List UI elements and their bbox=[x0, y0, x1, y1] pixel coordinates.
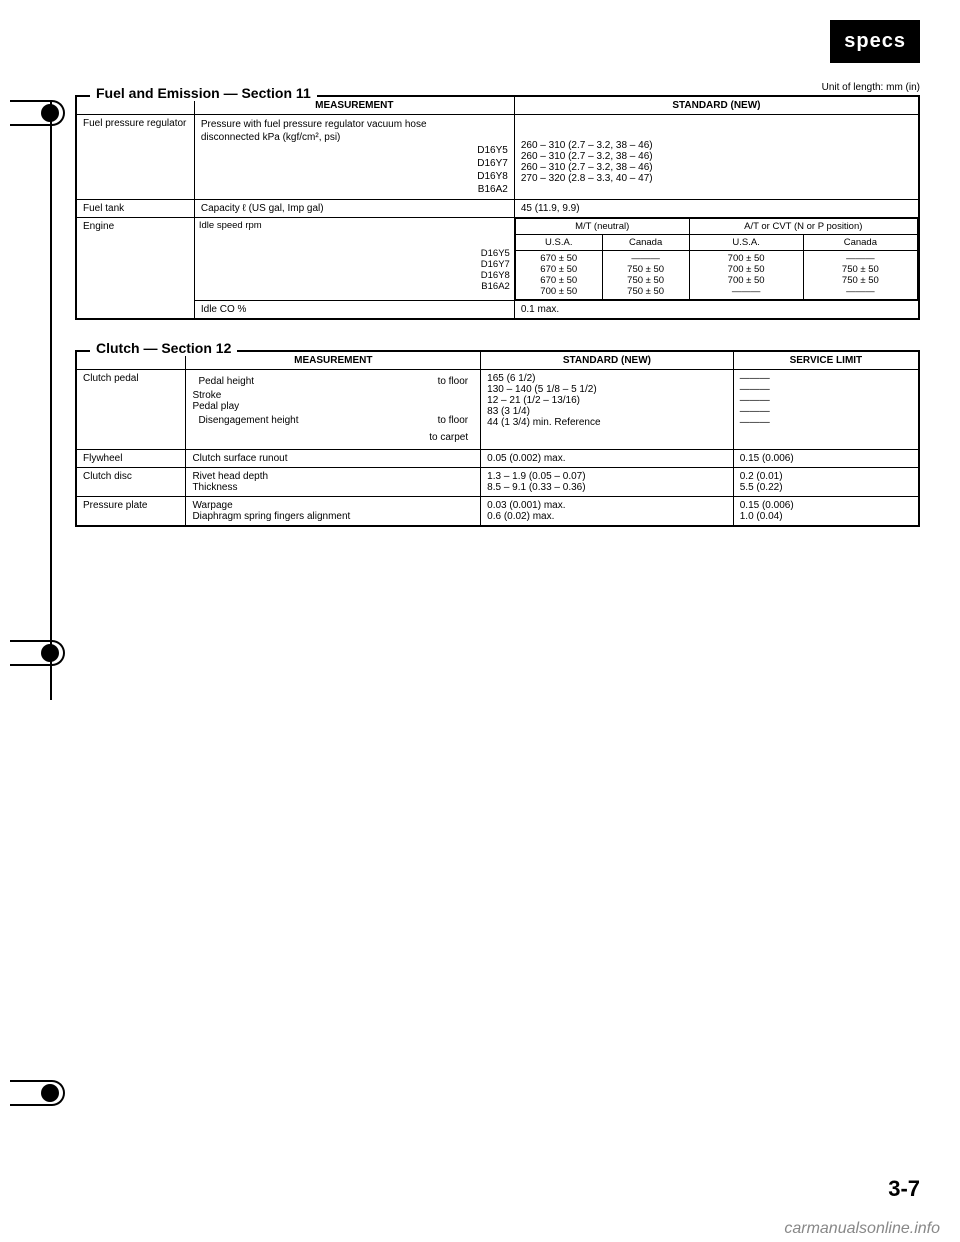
section-11-table: MEASUREMENT STANDARD (NEW) Fuel pressure… bbox=[76, 96, 919, 319]
header-standard-12: STANDARD (NEW) bbox=[481, 352, 734, 370]
row-engine-meas1: Idle speed rpm D16Y5 D16Y7 D16Y8 B16A2 bbox=[194, 218, 514, 301]
row-engine-name: Engine bbox=[77, 218, 195, 319]
row-plate-name: Pressure plate bbox=[77, 497, 186, 526]
row-plate-limit: 0.15 (0.006) 1.0 (0.04) bbox=[733, 497, 918, 526]
section-12-table: MEASUREMENT STANDARD (NEW) SERVICE LIMIT… bbox=[76, 351, 919, 526]
row-flywheel-limit: 0.15 (0.006) bbox=[733, 450, 918, 468]
section-12: Clutch — Section 12 MEASUREMENT STANDARD… bbox=[80, 350, 920, 527]
tab-marker-3 bbox=[10, 1080, 65, 1106]
row-flywheel-name: Flywheel bbox=[77, 450, 186, 468]
row-pedal-meas: Pedal height to floor Stroke Pedal play … bbox=[186, 370, 481, 450]
page-number: 3-7 bbox=[888, 1176, 920, 1202]
header-standard: STANDARD (NEW) bbox=[514, 97, 918, 115]
row-fpr-std: 260 – 310 (2.7 – 3.2, 38 – 46) 260 – 310… bbox=[514, 115, 918, 200]
row-disc-meas: Rivet head depth Thickness bbox=[186, 468, 481, 497]
watermark: carmanualsonline.info bbox=[784, 1220, 940, 1238]
row-flywheel-std: 0.05 (0.002) max. bbox=[481, 450, 734, 468]
row-pedal-name: Clutch pedal bbox=[77, 370, 186, 450]
row-flywheel-meas: Clutch surface runout bbox=[186, 450, 481, 468]
row-fpr-meas: Pressure with fuel pressure regulator va… bbox=[194, 115, 514, 200]
row-plate-std: 0.03 (0.001) max. 0.6 (0.02) max. bbox=[481, 497, 734, 526]
row-engine-std-grid: M/T (neutral) A/T or CVT (N or P positio… bbox=[514, 218, 918, 301]
header-limit-12: SERVICE LIMIT bbox=[733, 352, 918, 370]
row-fpr-name: Fuel pressure regulator bbox=[77, 115, 195, 200]
section-12-title: Clutch — Section 12 bbox=[90, 340, 237, 356]
row-tank-name: Fuel tank bbox=[77, 200, 195, 218]
row-pedal-std: 165 (6 1/2) 130 – 140 (5 1/8 – 5 1/2) 12… bbox=[481, 370, 734, 450]
row-engine-meas2: Idle CO % bbox=[194, 301, 514, 319]
row-disc-name: Clutch disc bbox=[77, 468, 186, 497]
row-tank-std: 45 (11.9, 9.9) bbox=[514, 200, 918, 218]
specs-badge: specs bbox=[830, 20, 920, 63]
row-pedal-limit: ——— ——— ——— ——— ——— bbox=[733, 370, 918, 450]
row-engine-co-std: 0.1 max. bbox=[514, 301, 918, 319]
section-11-title: Fuel and Emission — Section 11 bbox=[90, 85, 317, 101]
row-disc-std: 1.3 – 1.9 (0.05 – 0.07) 8.5 – 9.1 (0.33 … bbox=[481, 468, 734, 497]
tab-marker-2 bbox=[10, 640, 65, 666]
row-plate-meas: Warpage Diaphragm spring fingers alignme… bbox=[186, 497, 481, 526]
section-11: Fuel and Emission — Section 11 MEASUREME… bbox=[80, 95, 920, 320]
unit-note: Unit of length: mm (in) bbox=[822, 82, 920, 93]
row-tank-meas: Capacity ℓ (US gal, Imp gal) bbox=[194, 200, 514, 218]
row-disc-limit: 0.2 (0.01) 5.5 (0.22) bbox=[733, 468, 918, 497]
